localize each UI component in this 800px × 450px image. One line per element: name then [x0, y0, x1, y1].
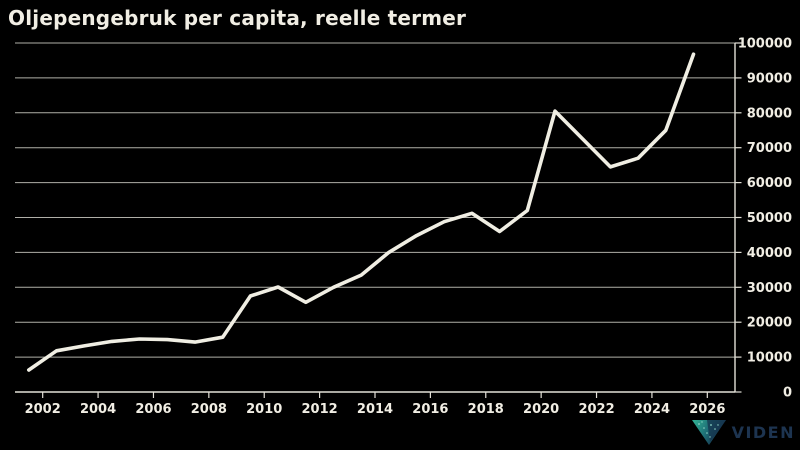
- y-tick-label: 100000: [738, 37, 792, 52]
- y-tick-label: 30000: [747, 281, 792, 296]
- x-tick-label: 2012: [302, 402, 338, 417]
- y-tick-label: 40000: [747, 246, 792, 261]
- x-tick-label: 2008: [191, 402, 227, 417]
- y-tick-label: 20000: [747, 316, 792, 331]
- data-line: [26, 52, 696, 372]
- x-tick-label: 2014: [357, 402, 393, 417]
- y-tick-label: 10000: [747, 351, 792, 366]
- y-tick-label: 90000: [747, 71, 792, 86]
- x-tick-label: 2026: [689, 402, 725, 417]
- x-tick-label: 2002: [25, 402, 61, 417]
- brand-name: VIDEN: [731, 423, 795, 442]
- y-tick-label: 0: [783, 386, 792, 401]
- viden-logo-icon: [691, 420, 726, 445]
- y-tick-label: 50000: [747, 211, 792, 226]
- x-tick-label: 2024: [634, 402, 670, 417]
- x-tick-label: 2018: [468, 402, 504, 417]
- x-tick-label: 2022: [578, 402, 614, 417]
- x-tick-label: 2020: [523, 402, 559, 417]
- y-tick-label: 80000: [747, 106, 792, 121]
- x-tick-label: 2004: [80, 402, 116, 417]
- footer-logo: VIDEN: [691, 419, 795, 446]
- y-tick-label: 60000: [747, 176, 792, 191]
- y-tick-label: 70000: [747, 141, 792, 156]
- x-tick-label: 2006: [135, 402, 171, 417]
- x-tick-label: 2016: [412, 402, 448, 417]
- x-tick-label: 2010: [246, 402, 282, 417]
- chart-title: Oljepengebruk per capita, reelle termer: [8, 6, 467, 30]
